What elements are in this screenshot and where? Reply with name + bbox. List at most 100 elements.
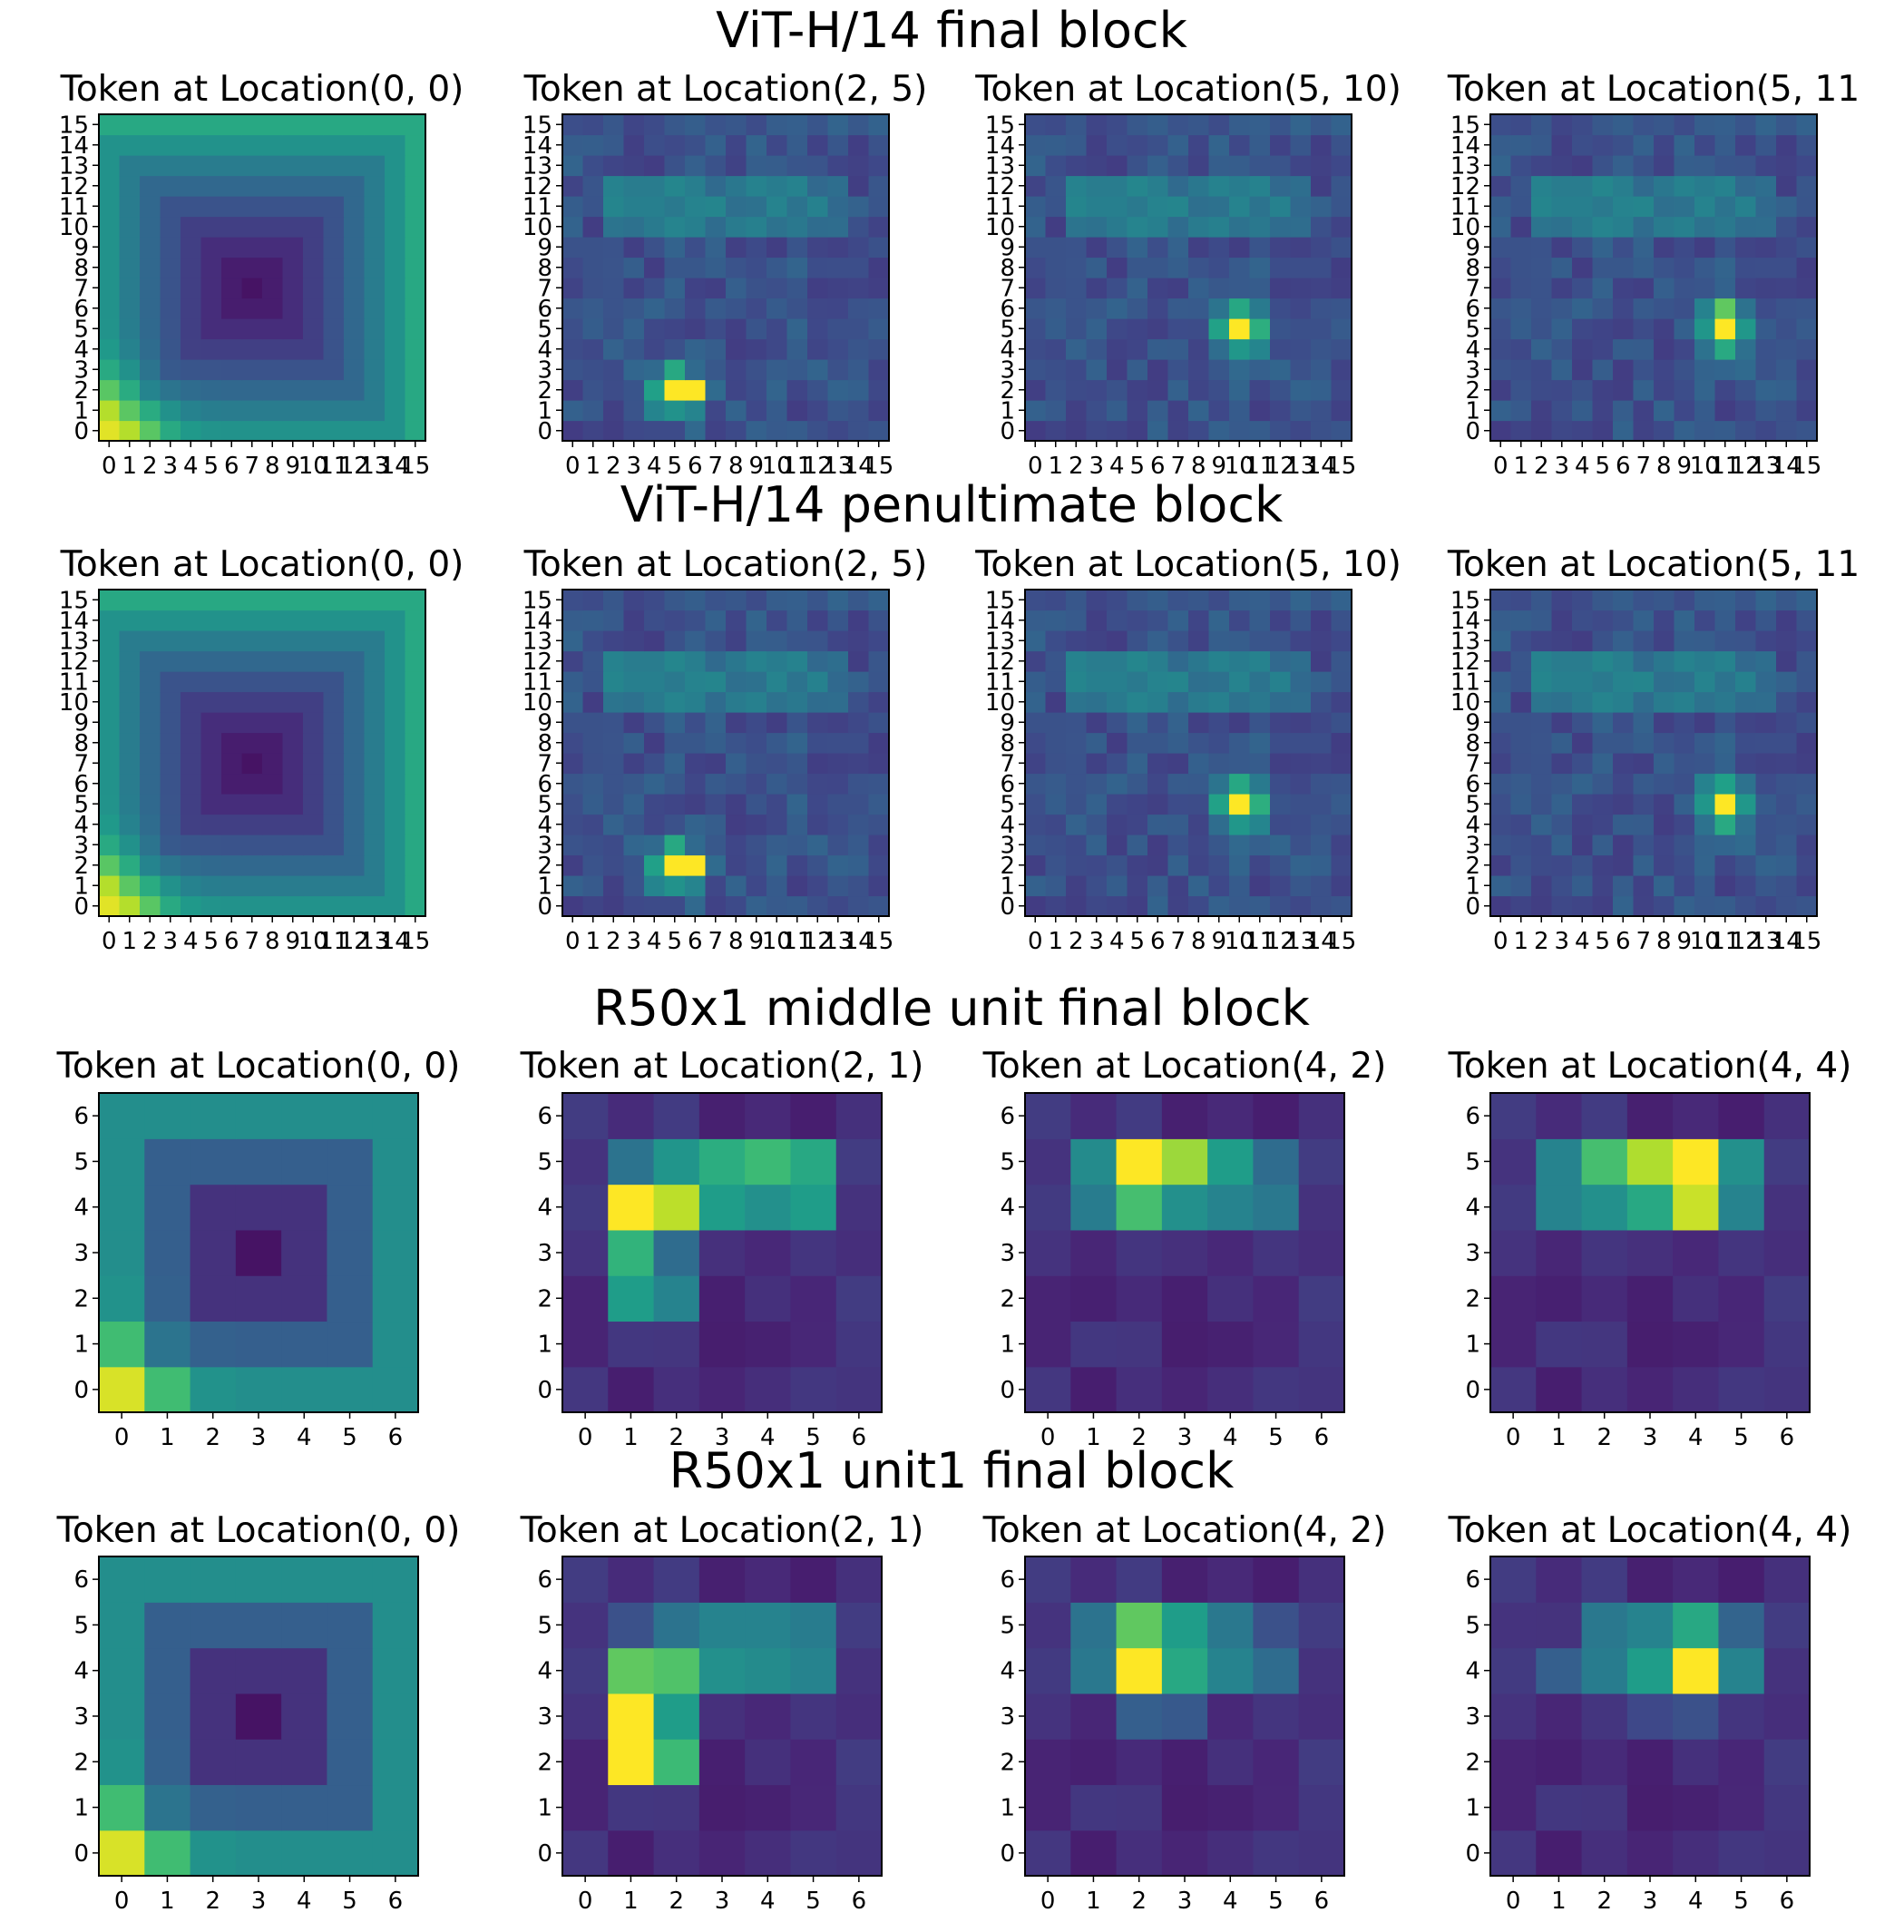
heatmap-cell bbox=[1776, 650, 1798, 672]
heatmap-cell bbox=[372, 1739, 419, 1786]
heatmap-cell bbox=[140, 216, 161, 238]
heatmap-cell bbox=[1633, 196, 1655, 218]
heatmap-cell bbox=[848, 794, 870, 815]
heatmap-cell bbox=[1229, 298, 1251, 319]
heatmap-cell bbox=[827, 630, 849, 652]
x-tick-label: 2 bbox=[1534, 453, 1549, 480]
heatmap-cell bbox=[786, 814, 808, 835]
heatmap-cell bbox=[1718, 1093, 1765, 1139]
heatmap-cell bbox=[623, 257, 645, 278]
heatmap-cell bbox=[1161, 1556, 1208, 1603]
heatmap-cell bbox=[653, 1739, 700, 1786]
heatmap-cell bbox=[1490, 1830, 1537, 1877]
y-tick-label: 3 bbox=[537, 356, 552, 384]
heatmap-cell bbox=[1674, 379, 1695, 401]
heatmap-cell bbox=[1490, 278, 1512, 299]
heatmap-cell bbox=[119, 278, 141, 299]
y-tick-label: 3 bbox=[1000, 832, 1015, 859]
x-tick-label: 4 bbox=[1223, 1424, 1238, 1451]
heatmap-cell bbox=[1045, 257, 1067, 278]
heatmap-cell bbox=[766, 650, 788, 672]
heatmap-cell bbox=[99, 114, 121, 136]
heatmap-cell bbox=[786, 630, 808, 652]
heatmap-cell bbox=[1674, 834, 1695, 856]
x-tick-label: 14 bbox=[844, 453, 874, 480]
heatmap-cell bbox=[1107, 691, 1128, 713]
heatmap-cell bbox=[1127, 134, 1148, 156]
y-tick-label: 4 bbox=[537, 1658, 552, 1685]
x-tick-label: 3 bbox=[251, 1424, 267, 1451]
heatmap-cell bbox=[1531, 400, 1553, 422]
heatmap-cell bbox=[405, 794, 426, 815]
heatmap-cell bbox=[1229, 379, 1251, 401]
heatmap-cell bbox=[1776, 400, 1798, 422]
heatmap-cell bbox=[1633, 753, 1655, 775]
heatmap-cell bbox=[1331, 278, 1352, 299]
heatmap-cell bbox=[1290, 753, 1312, 775]
heatmap-cell bbox=[790, 1784, 837, 1831]
heatmap-cell bbox=[1025, 794, 1047, 815]
heatmap-cell bbox=[746, 359, 767, 381]
heatmap-cell bbox=[99, 773, 121, 795]
heatmap-cell bbox=[262, 114, 284, 136]
heatmap-cell bbox=[303, 834, 325, 856]
heatmap-cell bbox=[868, 834, 890, 856]
heatmap-cell bbox=[562, 834, 584, 856]
heatmap-cell bbox=[1086, 875, 1108, 897]
heatmap-cell bbox=[160, 712, 181, 734]
heatmap-cell bbox=[344, 216, 366, 238]
heatmap-cell bbox=[1086, 420, 1108, 442]
heatmap-cell bbox=[664, 590, 686, 611]
heatmap-cell bbox=[241, 196, 263, 218]
heatmap-cell bbox=[1086, 895, 1108, 917]
heatmap-cell bbox=[282, 610, 304, 631]
y-tick-label: 5 bbox=[73, 316, 89, 343]
heatmap-cell bbox=[1070, 1275, 1118, 1322]
x-tick-label: 3 bbox=[1089, 928, 1104, 955]
heatmap-cell bbox=[1086, 753, 1108, 775]
heatmap-cell bbox=[344, 155, 366, 177]
heatmap-cell bbox=[1270, 610, 1292, 631]
heatmap-cell bbox=[1674, 773, 1695, 795]
heatmap-cell bbox=[262, 895, 284, 917]
heatmap-cell bbox=[1290, 854, 1312, 876]
heatmap-cell bbox=[1536, 1602, 1583, 1649]
heatmap-cell bbox=[385, 420, 406, 442]
heatmap-cell bbox=[685, 590, 707, 611]
heatmap-cell bbox=[1592, 834, 1614, 856]
heatmap-cell bbox=[1613, 630, 1635, 652]
heatmap-cell bbox=[144, 1556, 191, 1603]
heatmap-cell bbox=[262, 732, 284, 754]
heatmap-cell bbox=[1718, 1321, 1765, 1368]
heatmap-cell bbox=[1510, 773, 1532, 795]
heatmap-cell bbox=[1551, 400, 1573, 422]
heatmap-cell bbox=[1086, 278, 1108, 299]
heatmap-cell bbox=[385, 753, 406, 775]
heatmap-cell bbox=[1188, 379, 1210, 401]
heatmap-cell bbox=[807, 237, 829, 259]
heatmap-cell bbox=[190, 1321, 237, 1368]
heatmap-cell bbox=[1510, 278, 1532, 299]
heatmap-cell bbox=[1490, 237, 1512, 259]
x-tick-label: 15 bbox=[1326, 453, 1356, 480]
heatmap-cell bbox=[1249, 753, 1271, 775]
heatmap-cell bbox=[221, 610, 243, 631]
heatmap-cell bbox=[685, 610, 707, 631]
heatmap-cell bbox=[1127, 196, 1148, 218]
heatmap-cell bbox=[790, 1184, 837, 1231]
heatmap-cell bbox=[1592, 318, 1614, 340]
heatmap-cell bbox=[221, 196, 243, 218]
heatmap-cell bbox=[140, 753, 161, 775]
heatmap-cell bbox=[1311, 175, 1333, 197]
heatmap-cell bbox=[1735, 379, 1757, 401]
heatmap-cell bbox=[1066, 420, 1088, 442]
heatmap-cell bbox=[99, 691, 121, 713]
heatmap-cell bbox=[582, 155, 604, 177]
heatmap-cell bbox=[235, 1784, 282, 1831]
heatmap-cell bbox=[664, 610, 686, 631]
heatmap-cell bbox=[1253, 1830, 1300, 1877]
heatmap-cell bbox=[1694, 650, 1716, 672]
heatmap-cell bbox=[664, 278, 686, 299]
heatmap-cell bbox=[99, 1830, 145, 1877]
heatmap-cell bbox=[705, 834, 727, 856]
